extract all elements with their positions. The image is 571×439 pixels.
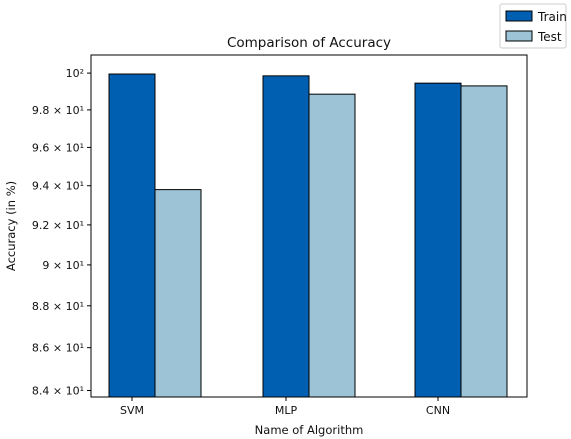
y-tick-label: 8.6 × 10¹ — [32, 342, 84, 355]
plot-area: 8.4 × 10¹ 8.6 × 10¹ 8.8 × 10¹ 9 × 10¹ 9.2 × … — [32, 54, 528, 417]
y-axis-ticks: 8.4 × 10¹ 8.6 × 10¹ 8.8 × 10¹ 9 × 10¹ 9.2 × … — [32, 67, 91, 397]
legend-swatch-test — [505, 30, 533, 42]
y-tick-label: 8.8 × 10¹ — [32, 300, 84, 313]
bars-group — [108, 73, 508, 398]
x-axis-label: Name of Algorithm — [255, 423, 364, 437]
y-tick-label: 9 × 10¹ — [42, 259, 84, 272]
y-tick-label: 10² — [66, 67, 84, 80]
x-tick-label-cnn: CNN — [426, 404, 450, 417]
legend-label-test: Test — [537, 30, 562, 44]
x-tick-label-mlp: MLP — [275, 404, 298, 417]
y-tick-label: 9.6 × 10¹ — [32, 141, 84, 154]
y-axis-label: Accuracy (in %) — [4, 181, 18, 271]
bar-train-mlp — [262, 75, 310, 398]
y-tick-label: 9.2 × 10¹ — [32, 219, 84, 232]
y-tick-label: 8.4 × 10¹ — [32, 384, 84, 397]
legend-label-train: Train — [537, 10, 567, 24]
chart-title: Comparison of Accuracy — [227, 35, 391, 51]
y-tick-label: 9.8 × 10¹ — [32, 104, 84, 117]
bar-train-svm — [108, 73, 156, 398]
x-tick-label-svm: SVM — [120, 404, 144, 417]
bar-test-cnn — [460, 85, 508, 398]
bar-test-svm — [154, 189, 202, 398]
x-axis-ticks: SVM MLP CNN — [120, 397, 450, 417]
legend-swatch-train — [505, 10, 533, 22]
y-tick-label: 9.4 × 10¹ — [32, 180, 84, 193]
bar-train-cnn — [414, 82, 462, 398]
legend: Train Test — [499, 3, 567, 49]
bar-test-mlp — [308, 93, 356, 398]
